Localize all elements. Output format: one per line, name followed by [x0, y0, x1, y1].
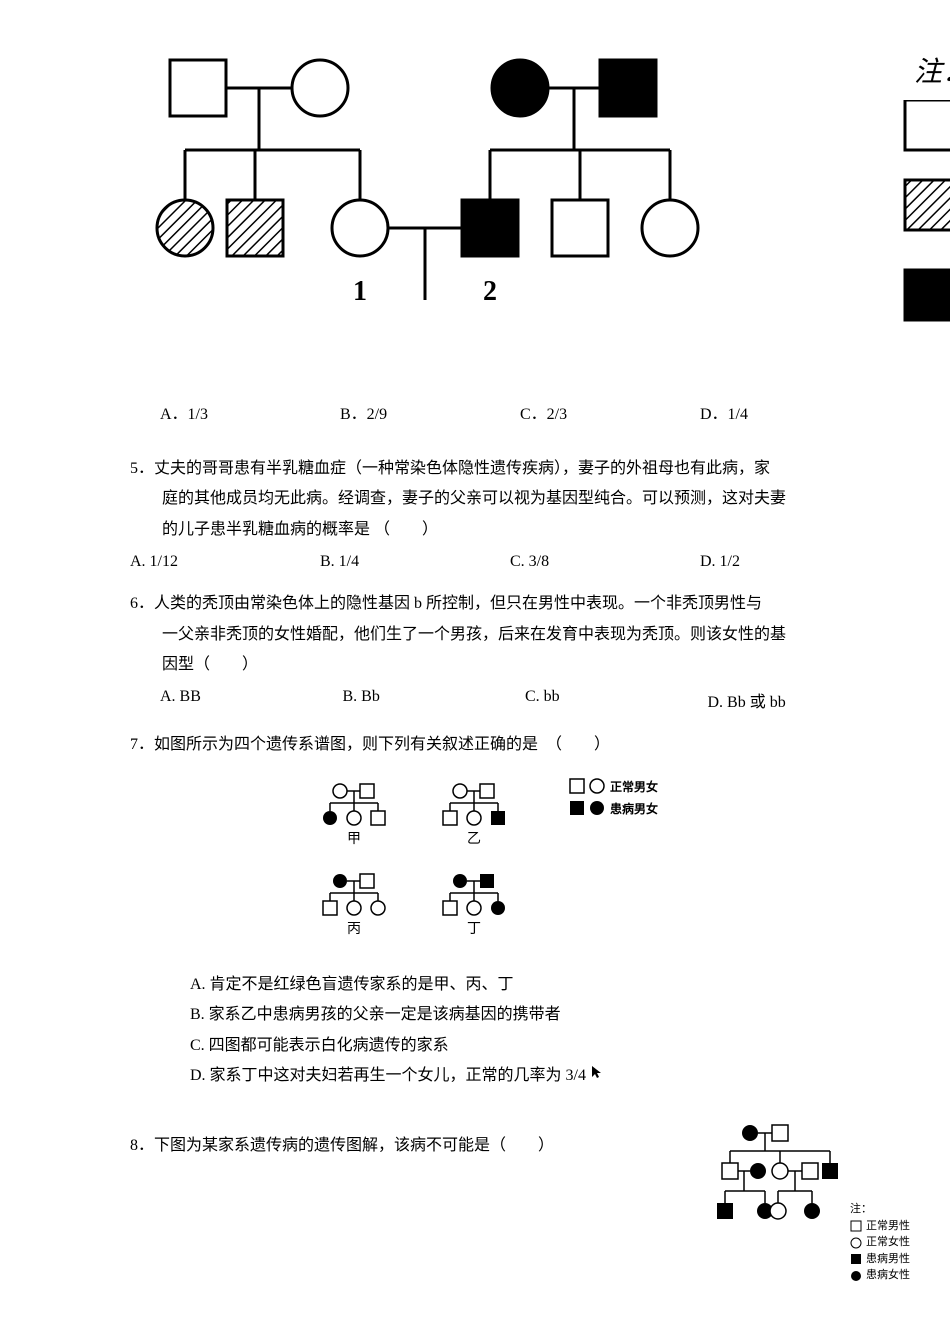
q6-opt-d: D. Bb 或 bb — [708, 688, 891, 712]
q4-options: A．1/3 B．2/9 C．2/3 D．1/4 — [160, 400, 890, 424]
q5-opt-a: A. 1/12 — [130, 553, 320, 571]
svg-text:丁: 丁 — [467, 922, 481, 937]
q8-legend-title: 注： — [850, 1201, 910, 1218]
q6-line3: 因型（ ） — [130, 650, 890, 680]
label-1: 1 — [353, 276, 367, 307]
q8-legend-af: 患病女性 — [866, 1267, 910, 1284]
q6-line2: 一父亲非秃顶的女性婚配，他们生了一个男孩，后来在发育中表现为秃顶。则该女性的基 — [130, 620, 890, 650]
q8-legend-nf: 正常女性 — [866, 1234, 910, 1251]
q6-num: 6． — [130, 595, 154, 612]
q4-opt-b: B．2/9 — [340, 400, 520, 424]
legend-label: 注： — [914, 50, 950, 90]
label-2: 2 — [483, 276, 497, 307]
q5-line3: 的儿子患半乳糖血病的概率是 （ ） — [130, 515, 890, 545]
q5-opt-c: C. 3/8 — [510, 553, 700, 571]
pedigree-diagram-main: 1 2 注： — [130, 40, 890, 370]
svg-text:患病男女: 患病男女 — [610, 801, 658, 816]
q4-opt-a: A．1/3 — [160, 400, 340, 424]
q8: 8．下图为某家系遗传病的遗传图解，该病不可能是（ ） 注： — [130, 1131, 890, 1261]
q8-legend-nm: 正常男性 — [866, 1218, 910, 1235]
q5-opt-d: D. 1/2 — [700, 553, 890, 571]
q5-opt-b: B. 1/4 — [320, 553, 510, 571]
q6-opt-b: B. Bb — [343, 688, 526, 712]
q4-opt-c: C．2/3 — [520, 400, 700, 424]
q6: 6．人类的秃顶由常染色体上的隐性基因 b 所控制，但只在男性中表现。一个非秃顶男… — [130, 589, 890, 680]
q6-options: A. BB B. Bb C. bb D. Bb 或 bb — [160, 688, 890, 712]
q5-options: A. 1/12 B. 1/4 C. 3/8 D. 1/2 — [130, 553, 890, 571]
q7-text: 如图所示为四个遗传系谱图，则下列有关叙述正确的是 （ ） — [154, 736, 610, 753]
q7-opt-b: B. 家系乙中患病男孩的父亲一定是该病基因的携带者 — [190, 1000, 890, 1030]
q8-text: 下图为某家系遗传病的遗传图解，该病不可能是（ ） — [154, 1137, 554, 1154]
q5: 5．丈夫的哥哥患有半乳糖血症（一种常染色体隐性遗传疾病），妻子的外祖母也有此病，… — [130, 454, 890, 545]
q7-options: A. 肯定不是红绿色盲遗传家系的是甲、丙、丁 B. 家系乙中患病男孩的父亲一定是… — [190, 970, 890, 1092]
svg-text:乙: 乙 — [467, 831, 481, 847]
q8-legend: 注： 正常男性 正常女性 患病男性 患病女性 — [850, 1201, 910, 1284]
q6-line1: 人类的秃顶由常染色体上的隐性基因 b 所控制，但只在男性中表现。一个非秃顶男性与 — [154, 595, 762, 612]
cursor-icon — [590, 1061, 606, 1091]
q7-opt-a: A. 肯定不是红绿色盲遗传家系的是甲、丙、丁 — [190, 970, 890, 1000]
q7-svg: 甲 乙 正常男女 患病男女 — [300, 771, 720, 951]
q8-legend-am: 患病男性 — [866, 1251, 910, 1268]
q8-num: 8． — [130, 1137, 154, 1154]
q6-opt-c: C. bb — [525, 688, 708, 712]
q5-line2: 庭的其他成员均无此病。经调查，妻子的父亲可以视为基因型纯合。可以预测，这对夫妻 — [130, 484, 890, 514]
q5-line1: 丈夫的哥哥患有半乳糖血症（一种常染色体隐性遗传疾病），妻子的外祖母也有此病，家 — [154, 460, 770, 477]
q6-opt-a: A. BB — [160, 688, 343, 712]
q7-opt-d: D. 家系丁中这对夫妇若再生一个女儿，正常的几率为 3/4 — [190, 1067, 586, 1084]
svg-text:甲: 甲 — [347, 832, 361, 847]
q7: 7．如图所示为四个遗传系谱图，则下列有关叙述正确的是 （ ） — [130, 730, 890, 760]
q7-num: 7． — [130, 736, 154, 753]
legend-shapes-svg — [900, 100, 950, 340]
svg-text:正常男女: 正常男女 — [610, 779, 658, 794]
q5-num: 5． — [130, 460, 154, 477]
pedigree-svg: 1 2 — [130, 40, 750, 360]
q7-opt-c: C. 四图都可能表示白化病遗传的家系 — [190, 1031, 890, 1061]
q7-diagram: 甲 乙 正常男女 患病男女 — [130, 771, 890, 956]
svg-text:丙: 丙 — [347, 922, 361, 937]
q4-opt-d: D．1/4 — [700, 400, 880, 424]
